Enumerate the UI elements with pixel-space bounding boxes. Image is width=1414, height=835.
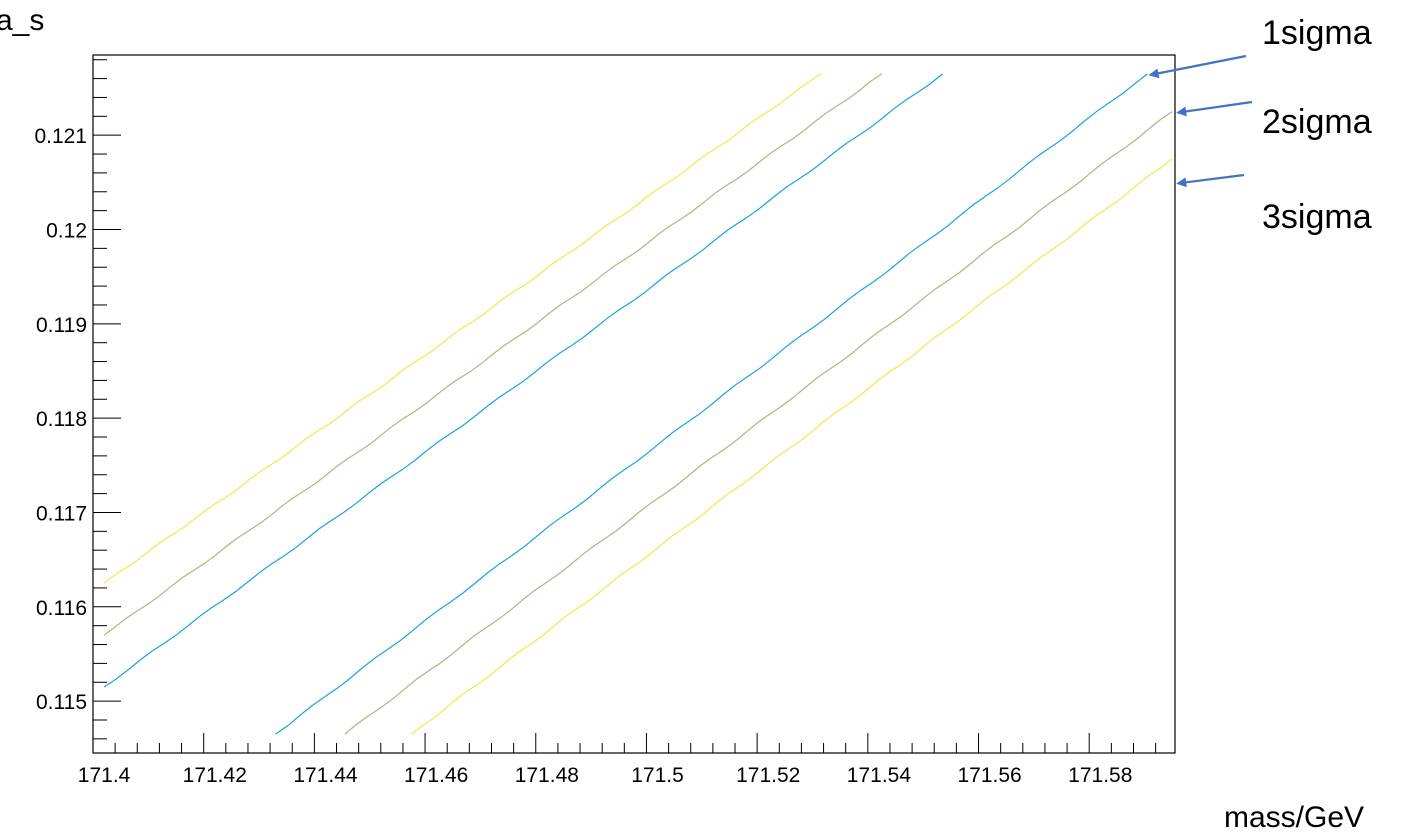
- contour-line: [345, 112, 1172, 735]
- annotation-arrow: [1178, 175, 1244, 183]
- y-tick-label: 0.12: [46, 220, 87, 243]
- contour-line: [104, 74, 942, 687]
- x-tick-label: 171.5: [631, 764, 684, 787]
- x-tick-label: 171.4: [78, 764, 131, 787]
- y-tick-label: 0.118: [36, 408, 87, 431]
- y-tick-label: 0.116: [36, 597, 87, 620]
- contour-lines: [104, 74, 1172, 734]
- contour-line: [276, 74, 1148, 734]
- sigma-annotations: 1sigma 2sigma 3sigma: [1151, 14, 1372, 236]
- x-axis-ticks: 171.4 171.42 171.44 171.46 171.48 171.5 171.52…: [78, 733, 1156, 787]
- contour-line: [104, 74, 882, 635]
- y-axis-title: a_s: [0, 4, 44, 37]
- x-tick-label: 171.46: [404, 764, 468, 787]
- annotation-arrow: [1151, 56, 1246, 75]
- annotation-label: 1sigma: [1262, 14, 1372, 52]
- annotation-label: 3sigma: [1262, 198, 1372, 236]
- contour-line: [411, 159, 1172, 734]
- x-tick-label: 171.44: [293, 764, 358, 787]
- x-tick-label: 171.48: [515, 764, 579, 787]
- x-tick-label: 171.52: [736, 764, 800, 787]
- annotation-arrow: [1178, 102, 1252, 113]
- y-axis-ticks: 0.115 0.116 0.117 0.118 0.119 0.12 0.121: [34, 60, 121, 739]
- y-tick-label: 0.121: [34, 125, 87, 148]
- y-tick-label: 0.115: [36, 691, 87, 714]
- x-tick-label: 171.58: [1068, 764, 1132, 787]
- x-tick-label: 171.56: [957, 764, 1021, 787]
- y-tick-label: 0.117: [36, 502, 87, 525]
- y-tick-label: 0.119: [36, 314, 87, 337]
- x-tick-label: 171.42: [183, 764, 247, 787]
- plot-frame: [93, 55, 1175, 753]
- annotation-label: 2sigma: [1262, 103, 1372, 141]
- contour-line: [104, 74, 821, 583]
- x-tick-label: 171.54: [847, 764, 912, 787]
- x-axis-title: mass/GeV: [1224, 801, 1364, 834]
